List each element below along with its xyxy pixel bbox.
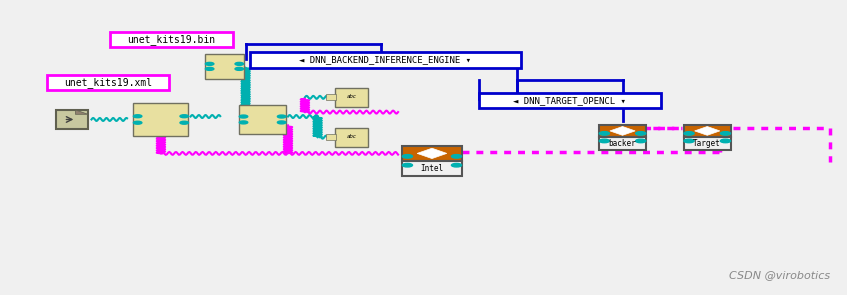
Circle shape xyxy=(402,163,412,167)
FancyBboxPatch shape xyxy=(479,93,661,108)
Text: abc: abc xyxy=(346,134,357,139)
Circle shape xyxy=(635,139,646,143)
Polygon shape xyxy=(610,127,635,135)
FancyBboxPatch shape xyxy=(600,137,646,150)
Circle shape xyxy=(684,139,695,143)
Circle shape xyxy=(720,132,730,135)
Circle shape xyxy=(402,155,412,158)
Circle shape xyxy=(239,121,248,124)
Circle shape xyxy=(134,121,142,124)
Text: CSDN @virobotics: CSDN @virobotics xyxy=(729,270,830,280)
FancyBboxPatch shape xyxy=(56,110,88,129)
Text: backer: backer xyxy=(609,139,636,148)
Circle shape xyxy=(134,115,142,118)
FancyBboxPatch shape xyxy=(134,103,189,136)
Circle shape xyxy=(600,132,610,135)
FancyBboxPatch shape xyxy=(402,161,462,176)
Circle shape xyxy=(278,121,286,124)
FancyBboxPatch shape xyxy=(684,137,731,150)
Circle shape xyxy=(600,139,610,143)
Polygon shape xyxy=(417,148,447,159)
FancyBboxPatch shape xyxy=(402,146,462,161)
Text: Target: Target xyxy=(694,139,721,148)
FancyBboxPatch shape xyxy=(684,124,731,137)
FancyBboxPatch shape xyxy=(600,124,646,137)
Circle shape xyxy=(684,132,695,135)
Text: unet_kits19.xml: unet_kits19.xml xyxy=(64,77,152,88)
FancyBboxPatch shape xyxy=(239,105,286,134)
Polygon shape xyxy=(75,110,88,114)
FancyBboxPatch shape xyxy=(326,134,336,140)
Circle shape xyxy=(235,68,244,70)
Text: Intel: Intel xyxy=(420,164,444,173)
Text: unet_kits19.bin: unet_kits19.bin xyxy=(127,35,216,45)
Text: ◄ DNN_TARGET_OPENCL ▾: ◄ DNN_TARGET_OPENCL ▾ xyxy=(513,96,626,105)
Circle shape xyxy=(206,68,214,70)
FancyBboxPatch shape xyxy=(250,52,521,68)
Circle shape xyxy=(451,163,462,167)
FancyBboxPatch shape xyxy=(47,75,169,90)
Circle shape xyxy=(206,63,214,65)
Circle shape xyxy=(180,121,189,124)
FancyBboxPatch shape xyxy=(335,127,368,147)
Polygon shape xyxy=(695,127,720,135)
FancyBboxPatch shape xyxy=(110,32,233,47)
Circle shape xyxy=(239,115,248,118)
Text: abc: abc xyxy=(346,94,357,99)
FancyBboxPatch shape xyxy=(335,88,368,107)
FancyBboxPatch shape xyxy=(206,54,244,79)
Circle shape xyxy=(278,115,286,118)
Circle shape xyxy=(451,155,462,158)
Circle shape xyxy=(720,139,730,143)
FancyBboxPatch shape xyxy=(326,94,336,100)
Circle shape xyxy=(180,115,189,118)
Text: ◄ DNN_BACKEND_INFERENCE_ENGINE ▾: ◄ DNN_BACKEND_INFERENCE_ENGINE ▾ xyxy=(299,55,472,64)
Circle shape xyxy=(235,63,244,65)
Circle shape xyxy=(635,132,646,135)
